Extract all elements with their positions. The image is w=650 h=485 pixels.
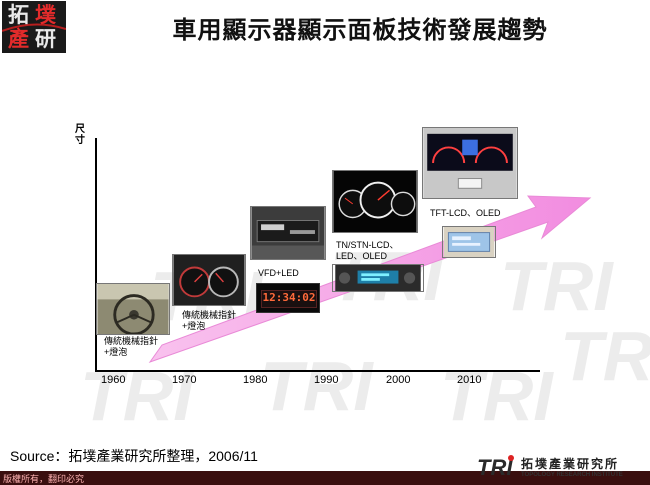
brand-logo: 拓 墣 產 研 — [2, 1, 66, 53]
stage-label-2000: TFT-LCD、OLED — [430, 208, 501, 218]
copyright-notice: 版權所有，翻印必究 — [3, 474, 85, 484]
x-tick-label: 2000 — [386, 374, 411, 386]
dashboard-photo — [250, 206, 326, 260]
stage-label-1960: 傳統機械指針 +燈泡 — [104, 336, 159, 357]
stage-label-1970: 傳統機械指針 +燈泡 — [182, 310, 237, 331]
stage-label-1990: TN/STN-LCD、 LED、OLED — [336, 240, 399, 261]
car-stereo-photo — [332, 264, 424, 292]
steering-wheel-photo — [96, 283, 170, 335]
vfd-time: 12:34:02 — [262, 291, 316, 304]
x-tick-label: 1990 — [314, 374, 339, 386]
tft-instrument-cluster — [422, 127, 518, 199]
x-tick-label: 1960 — [101, 374, 126, 386]
x-tick-label: 1980 — [243, 374, 268, 386]
footer-bar — [0, 471, 650, 485]
vfd-clock-display: 12:34:02 — [256, 283, 320, 313]
y-axis-line — [95, 138, 97, 371]
logo-char: 產 — [8, 26, 29, 51]
tri-logo-icon: TRI — [477, 455, 514, 479]
svg-text:TRI: TRI — [260, 347, 374, 425]
x-tick-label: 2010 — [457, 374, 482, 386]
company-name: 拓墣產業研究所 — [521, 457, 620, 471]
company-subtitle: TOPOLOGY RESEARCH INSTITUTE — [521, 472, 623, 478]
x-axis-line — [95, 370, 540, 372]
logo-char: 墣 — [35, 2, 56, 27]
x-tick-label: 1970 — [172, 374, 197, 386]
y-axis-label: 尺 寸 — [75, 124, 85, 146]
lcd-panel-photo — [442, 226, 496, 258]
source-note: Source：拓墣產業研究所整理，2006/11 — [10, 448, 258, 464]
stage-label-1980: VFD+LED — [258, 268, 299, 278]
logo-char: 拓 — [8, 2, 29, 27]
analog-gauge-photo — [172, 254, 246, 306]
svg-text:TRI: TRI — [560, 317, 650, 395]
sport-gauges-photo — [332, 170, 418, 233]
slide-title: 車用顯示器顯示面板技術發展趨勢 — [172, 15, 548, 44]
svg-text:TRI: TRI — [500, 247, 614, 325]
logo-swoosh-icon — [2, 1, 66, 53]
logo-char: 研 — [35, 26, 56, 51]
svg-text:TRI: TRI — [477, 455, 513, 479]
